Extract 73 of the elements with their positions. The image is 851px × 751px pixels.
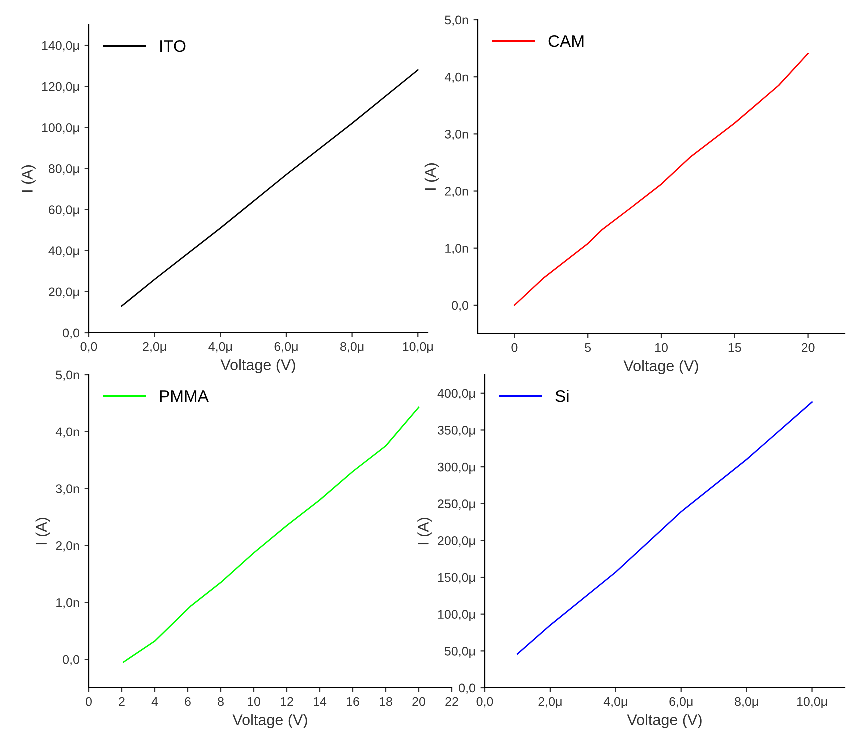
- y-tick-label: 400,0μ: [438, 389, 476, 400]
- y-tick-label: 0,0: [63, 655, 80, 666]
- y-tick-label: 4,0n: [56, 428, 80, 438]
- y-tick-label: 3,0n: [56, 484, 80, 495]
- legend-label: Si: [556, 390, 569, 402]
- line-series: [121, 69, 419, 307]
- y-tick-label: 80,0μ: [48, 164, 80, 176]
- y-axis-title: I (A): [418, 518, 432, 545]
- x-tick-label: 15: [728, 343, 742, 352]
- y-tick-label: 3,0n: [445, 130, 468, 140]
- y-tick-label: 1,0n: [56, 598, 80, 609]
- x-tick-label: 8,0μ: [340, 342, 364, 354]
- x-tick-label: 22: [446, 697, 458, 706]
- x-axis-title: Voltage (V): [232, 714, 308, 728]
- x-tick-label: 12: [281, 697, 294, 706]
- y-tick-label: 5,0n: [56, 370, 80, 382]
- y-tick-label: 200,0μ: [438, 536, 476, 548]
- y-tick-label: 140,0μ: [42, 41, 80, 52]
- x-tick-label: 2,0μ: [143, 342, 166, 354]
- y-tick-label: 0,0: [452, 301, 468, 312]
- x-tick-label: 0,0: [80, 342, 98, 353]
- x-tick-label: 2: [119, 697, 125, 706]
- y-tick-label: 50,0μ: [444, 646, 476, 658]
- x-tick-label: 10: [656, 343, 668, 352]
- line-series: [517, 402, 813, 655]
- y-tick-label: 2,0n: [445, 187, 468, 198]
- x-axis-title: Voltage (V): [624, 360, 698, 374]
- line-series: [514, 52, 809, 306]
- y-tick-label: 300,0μ: [438, 462, 476, 474]
- y-tick-label: 350,0μ: [438, 426, 476, 438]
- x-tick-label: 0: [512, 343, 518, 352]
- x-tick-label: 6,0μ: [274, 342, 298, 354]
- x-tick-label: 5: [585, 343, 592, 352]
- y-tick-label: 20,0μ: [49, 288, 80, 299]
- y-axis-title: I (A): [424, 164, 440, 190]
- x-tick-label: 0,0: [476, 697, 494, 708]
- x-tick-label: 18: [380, 697, 392, 706]
- y-tick-label: 40,0μ: [48, 246, 80, 258]
- y-tick-label: 60,0μ: [49, 206, 80, 217]
- x-tick-label: 0: [86, 697, 92, 706]
- x-axis-title: Voltage (V): [220, 359, 296, 374]
- x-tick-label: 2,0μ: [538, 697, 562, 708]
- y-tick-label: 150,0μ: [438, 573, 476, 584]
- x-tick-label: 6: [185, 697, 191, 706]
- x-tick-label: 8,0μ: [735, 697, 758, 708]
- legend-label: PMMA: [160, 390, 209, 402]
- y-axis-title: I (A): [22, 166, 36, 192]
- y-tick-label: 0,0: [63, 328, 80, 340]
- x-tick-label: 4,0μ: [604, 697, 628, 708]
- x-tick-label: 10,0μ: [403, 342, 433, 354]
- y-tick-label: 0,0: [459, 684, 476, 694]
- y-tick-label: 5,0n: [445, 16, 468, 26]
- legend-label: CAM: [548, 35, 584, 48]
- y-tick-label: 120,0μ: [42, 82, 80, 94]
- x-tick-label: 10,0μ: [797, 697, 828, 708]
- x-tick-label: 4,0μ: [208, 342, 232, 354]
- x-tick-label: 6,0μ: [670, 697, 693, 708]
- x-tick-label: 10: [248, 697, 260, 706]
- y-tick-label: 100,0μ: [42, 123, 80, 135]
- x-tick-label: 4: [152, 697, 158, 706]
- x-tick-label: 20: [412, 697, 426, 706]
- y-tick-label: 100,0μ: [438, 610, 476, 622]
- x-tick-label: 16: [347, 697, 360, 706]
- y-tick-label: 4,0n: [444, 72, 468, 84]
- x-axis-title: Voltage (V): [627, 714, 702, 728]
- y-tick-label: 2,0n: [56, 542, 80, 552]
- x-tick-label: 14: [314, 697, 327, 706]
- x-tick-label: 8: [218, 697, 224, 706]
- x-tick-label: 20: [802, 343, 815, 352]
- y-tick-label: 250,0μ: [438, 500, 476, 511]
- legend-label: ITO: [160, 40, 186, 52]
- y-tick-label: 1,0n: [446, 244, 468, 254]
- y-axis-title: I (A): [36, 518, 50, 545]
